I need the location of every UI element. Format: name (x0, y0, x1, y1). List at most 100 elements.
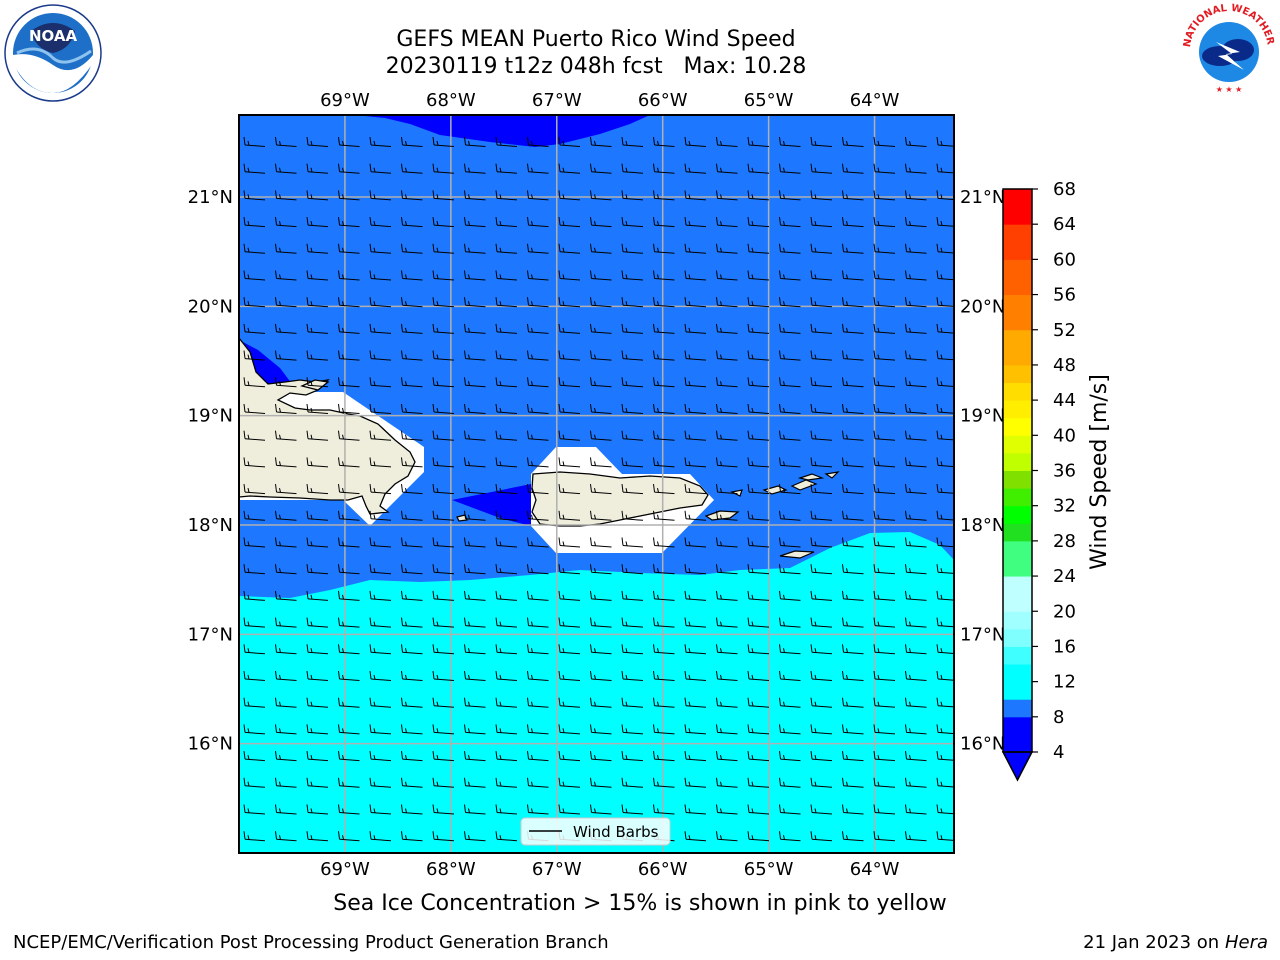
wind-barb (401, 724, 423, 735)
wind-barb (842, 804, 864, 815)
wind-barb (716, 644, 738, 655)
colorbar-bin (1003, 488, 1032, 507)
wind-barb (873, 217, 896, 228)
wind-barb (527, 430, 549, 441)
wind-barb (905, 751, 927, 762)
wind-barb (464, 377, 486, 388)
wind-barb (464, 163, 486, 174)
colorbar-tick-label: 44 (1053, 390, 1076, 411)
wind-barb (936, 564, 954, 574)
wind-barb (810, 243, 833, 254)
wind-barb (873, 751, 896, 762)
lat-tick-right: 17°N (960, 624, 1005, 645)
colorbar-tick-label: 52 (1053, 320, 1076, 341)
wind-barb (684, 243, 707, 254)
wind-barb (842, 751, 864, 762)
wind-barb (590, 564, 612, 575)
wind-barb (243, 537, 266, 548)
wind-barb (810, 804, 833, 815)
wind-barb (369, 270, 392, 281)
colorbar-bin (1003, 259, 1032, 296)
wind-barb (779, 804, 801, 815)
wind-barb (684, 163, 707, 174)
wind-barb (432, 751, 455, 762)
wind-barb (432, 777, 455, 788)
wind-barb (747, 163, 770, 174)
colorbar-bin (1003, 646, 1032, 665)
wind-barb (527, 377, 549, 388)
wind-barb (905, 644, 927, 655)
wind-barb (590, 297, 612, 308)
wind-barb (747, 510, 770, 521)
colorbar-bin (1003, 189, 1032, 225)
wind-barb (495, 323, 518, 334)
wind-barb (747, 403, 770, 414)
wind-barb (779, 136, 801, 147)
wind-barb (306, 564, 329, 575)
wind-barb (842, 217, 864, 228)
wind-barb (464, 270, 486, 281)
wind-barb (936, 350, 954, 361)
wind-barb (873, 644, 896, 655)
wind-barb (936, 430, 954, 441)
wind-barb (527, 136, 549, 147)
land-tortola (797, 473, 825, 481)
wind-barb (495, 403, 518, 414)
wind-barb (810, 297, 833, 308)
wind-barb (747, 670, 770, 681)
wind-barb (401, 350, 423, 361)
wind-barb (621, 457, 644, 468)
wind-barb (558, 484, 581, 495)
wind-barb (338, 590, 360, 601)
wind-barb (275, 163, 297, 174)
wind-barb (653, 377, 675, 388)
wind-barb (747, 350, 770, 361)
wind-barb (527, 163, 549, 174)
wind-barb (747, 564, 770, 575)
wind-barb (621, 217, 644, 228)
wind-barb (684, 537, 707, 548)
wind-barb (401, 430, 423, 441)
wind-barb (338, 564, 360, 575)
colorbar-tick-label: 28 (1053, 531, 1076, 552)
wind-barb (243, 217, 266, 228)
wind-barb (401, 751, 423, 762)
wind-barb (716, 510, 738, 521)
land-st-john (790, 479, 818, 491)
wind-barb (432, 804, 455, 815)
wind-barb (653, 190, 675, 201)
colorbar-extend-min (1001, 751, 1034, 782)
colorbar-bin (1003, 664, 1032, 683)
wind-barb (779, 777, 801, 788)
wind-barb (590, 243, 612, 254)
wind-barb (401, 136, 423, 147)
wind-barb (558, 190, 581, 201)
wind-barb (779, 751, 801, 762)
lat-tick-left: 21°N (188, 187, 233, 208)
land-st-croix (779, 550, 815, 559)
wind-barb (873, 564, 896, 575)
wind-barb (653, 590, 675, 601)
wind-barb (275, 484, 297, 495)
wind-barb (558, 163, 581, 174)
wind-barb (275, 403, 297, 414)
wind-barb (527, 243, 549, 254)
wind-barb (464, 484, 486, 495)
wind-barb (936, 804, 954, 815)
wind-barb (873, 590, 896, 601)
wind-barb (243, 617, 266, 628)
wind-barb (936, 243, 954, 254)
wind-barb (527, 777, 549, 788)
wind-barb (716, 537, 738, 548)
wind-barb (432, 297, 455, 308)
wind-barb (243, 804, 266, 815)
wind-barb (716, 751, 738, 762)
land-vieques (704, 510, 740, 521)
wind-barb (338, 403, 360, 414)
wind-barb (936, 217, 954, 227)
wind-barb (275, 777, 297, 788)
wind-barb (558, 777, 581, 788)
wind-barb (716, 217, 738, 228)
wind-barb (243, 243, 266, 254)
wind-barb (338, 190, 360, 201)
